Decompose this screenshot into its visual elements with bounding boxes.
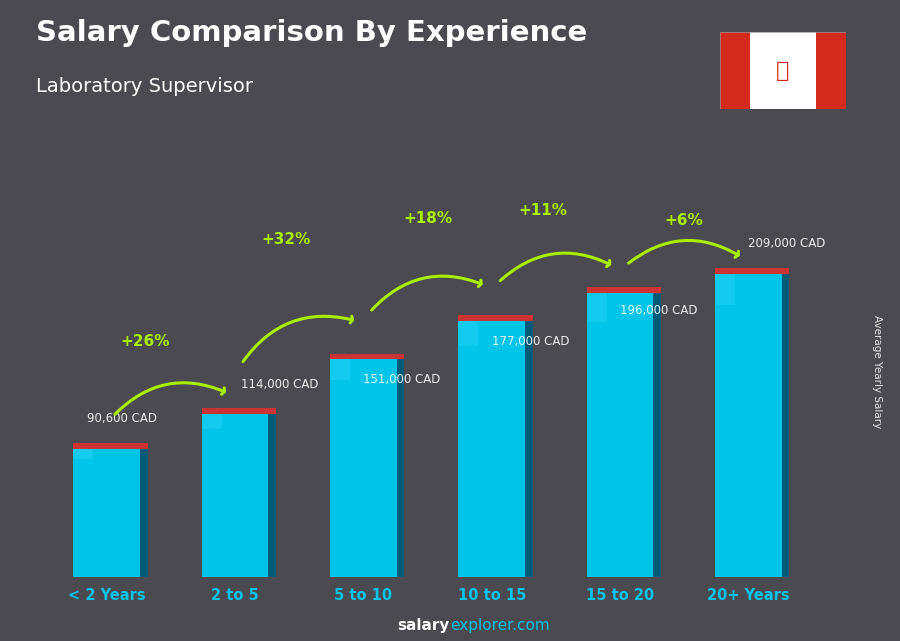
- Bar: [73, 443, 148, 449]
- Bar: [751, 32, 815, 109]
- FancyBboxPatch shape: [782, 268, 789, 577]
- Bar: [587, 287, 662, 293]
- Bar: [330, 354, 350, 380]
- Text: 90,600 CAD: 90,600 CAD: [87, 412, 158, 425]
- Text: explorer.com: explorer.com: [450, 618, 550, 633]
- FancyBboxPatch shape: [653, 287, 662, 577]
- Text: Laboratory Supervisor: Laboratory Supervisor: [36, 77, 253, 96]
- Bar: [715, 268, 735, 305]
- Text: 151,000 CAD: 151,000 CAD: [364, 373, 441, 386]
- Bar: [715, 268, 782, 577]
- Text: +11%: +11%: [518, 203, 568, 217]
- Bar: [202, 408, 268, 577]
- Text: +18%: +18%: [403, 212, 452, 226]
- Text: 196,000 CAD: 196,000 CAD: [620, 304, 698, 317]
- Bar: [587, 287, 607, 322]
- Text: +32%: +32%: [262, 232, 311, 247]
- Bar: [202, 408, 276, 414]
- Text: 177,000 CAD: 177,000 CAD: [491, 335, 569, 347]
- Bar: [815, 32, 846, 109]
- Bar: [202, 408, 221, 428]
- FancyBboxPatch shape: [525, 315, 533, 577]
- Bar: [330, 354, 397, 577]
- Text: 🍁: 🍁: [777, 60, 789, 81]
- Bar: [73, 443, 94, 459]
- Bar: [330, 354, 404, 360]
- FancyBboxPatch shape: [268, 408, 276, 577]
- FancyBboxPatch shape: [140, 443, 148, 577]
- Text: Salary Comparison By Experience: Salary Comparison By Experience: [36, 19, 587, 47]
- Bar: [458, 315, 525, 577]
- Bar: [73, 443, 140, 577]
- Bar: [587, 287, 653, 577]
- Text: +26%: +26%: [121, 334, 170, 349]
- Bar: [458, 315, 478, 347]
- FancyBboxPatch shape: [397, 354, 404, 577]
- Bar: [715, 268, 789, 274]
- Text: 209,000 CAD: 209,000 CAD: [749, 237, 826, 250]
- Text: 114,000 CAD: 114,000 CAD: [241, 378, 319, 390]
- Text: +6%: +6%: [665, 213, 704, 228]
- Text: salary: salary: [398, 618, 450, 633]
- Bar: [720, 32, 751, 109]
- Text: Average Yearly Salary: Average Yearly Salary: [872, 315, 883, 428]
- Bar: [458, 315, 533, 321]
